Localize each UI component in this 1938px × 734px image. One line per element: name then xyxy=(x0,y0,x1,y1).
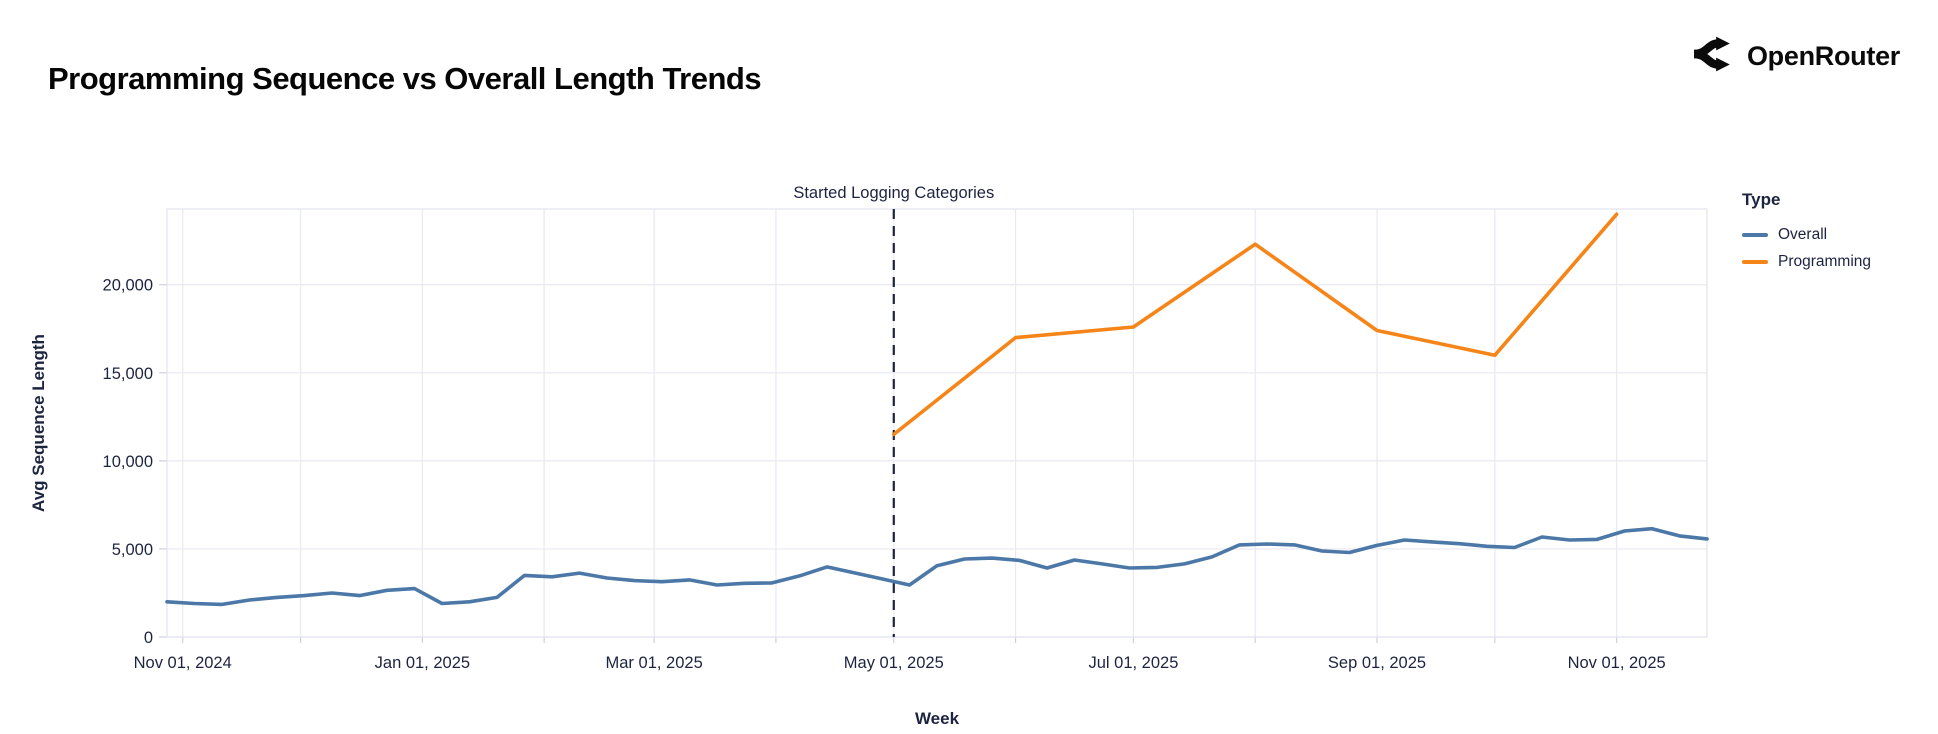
openrouter-brand: OpenRouter xyxy=(1692,36,1900,77)
overall-line-swatch xyxy=(1742,233,1768,237)
y-axis-title: Avg Sequence Length xyxy=(29,334,48,512)
x-tick-label: Mar 01, 2025 xyxy=(606,654,703,672)
series-line-overall xyxy=(165,526,1709,607)
x-tick-label: May 01, 2025 xyxy=(844,654,944,672)
page-title: Programming Sequence vs Overall Length T… xyxy=(48,60,762,96)
legend-label: Programming xyxy=(1778,253,1872,270)
series-line-programming xyxy=(892,212,1619,437)
x-tick-label: Nov 01, 2025 xyxy=(1568,654,1666,672)
legend-item-overall: Overall xyxy=(1742,226,1871,244)
legend-item-programming: Programming xyxy=(1742,253,1871,271)
annotation-label: Started Logging Categories xyxy=(793,184,994,202)
y-tick-label: 5,000 xyxy=(112,541,153,559)
y-tick-label: 20,000 xyxy=(103,277,153,295)
x-tick-label: Sep 01, 2025 xyxy=(1328,654,1426,672)
x-axis-title: Week xyxy=(915,709,960,728)
y-tick-label: 0 xyxy=(144,629,153,647)
x-tick-label: Jul 01, 2025 xyxy=(1088,654,1178,672)
brand-name: OpenRouter xyxy=(1746,41,1900,71)
y-tick-label: 15,000 xyxy=(103,365,153,383)
y-tick-label: 10,000 xyxy=(103,453,153,471)
openrouter-logo-icon xyxy=(1692,36,1734,77)
plot-border xyxy=(166,208,1708,638)
legend-title: Type xyxy=(1742,190,1781,209)
legend-label: Overall xyxy=(1778,226,1828,243)
programming-line-swatch xyxy=(1742,260,1768,264)
x-tick-label: Nov 01, 2024 xyxy=(134,654,232,672)
x-tick-label: Jan 01, 2025 xyxy=(375,654,470,672)
chart-legend: Type Overall Programming xyxy=(1742,190,1871,280)
